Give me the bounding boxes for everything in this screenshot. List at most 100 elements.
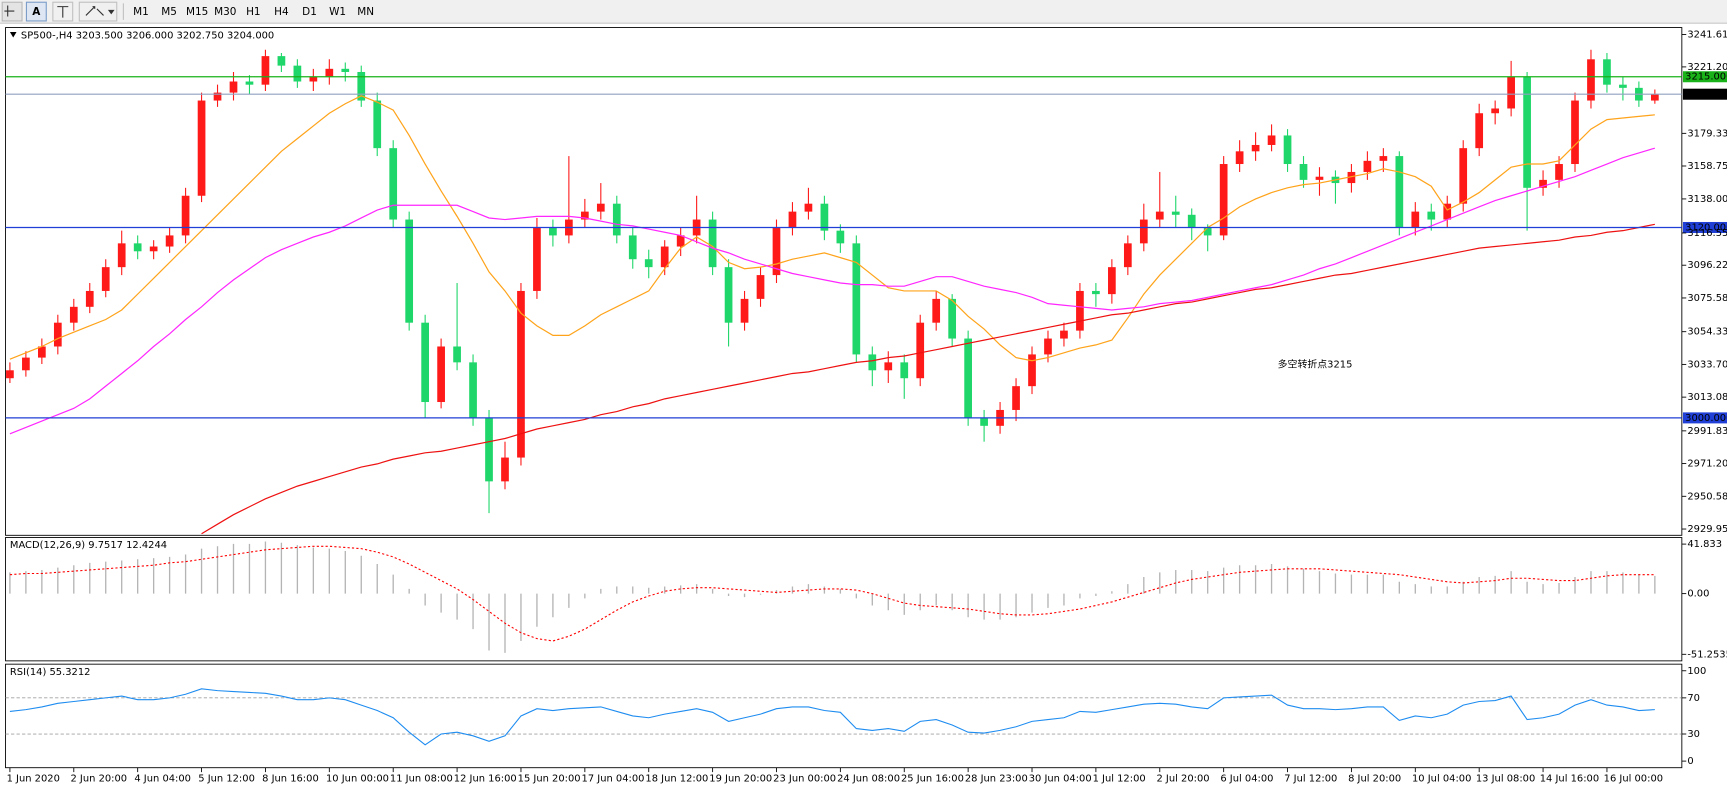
x-tick-label: 1 Jun 2020 xyxy=(7,774,60,785)
font-button[interactable] xyxy=(25,1,47,22)
plot-area xyxy=(9,541,1656,653)
text-icon xyxy=(57,6,69,18)
candle-body xyxy=(1267,135,1276,145)
candle-body xyxy=(708,219,717,268)
timeframe-button[interactable] xyxy=(127,3,155,20)
candle-body xyxy=(533,227,541,291)
candle-body xyxy=(628,235,637,260)
font-button-label: A xyxy=(32,6,41,18)
candle-body xyxy=(1012,386,1020,410)
candle-body xyxy=(1363,160,1372,172)
timeframe-label: W1 xyxy=(329,6,346,18)
timeframe-button[interactable] xyxy=(352,3,379,20)
candle-body xyxy=(213,92,222,101)
level-label-box xyxy=(1682,88,1727,100)
rsi-title: RSI(14) 55.3212 xyxy=(10,667,91,678)
arrows-icon xyxy=(85,6,104,16)
x-tick-label: 13 Jul 08:00 xyxy=(1476,774,1535,785)
candle-body xyxy=(660,246,669,268)
candle-body xyxy=(1076,290,1084,331)
timeframe-button[interactable] xyxy=(324,3,351,20)
candle-body xyxy=(916,322,925,379)
timeframe-label: M1 xyxy=(133,6,149,18)
timeframe-label: D1 xyxy=(302,6,317,18)
crosshair-icon xyxy=(4,5,15,17)
candle-body xyxy=(1092,290,1100,295)
timeframe-label: MN xyxy=(357,6,374,18)
candle-body xyxy=(149,246,158,252)
candle-body xyxy=(69,306,78,323)
candle-body xyxy=(884,362,893,371)
x-tick-label: 5 Jun 12:00 xyxy=(198,774,255,785)
candle-body xyxy=(676,235,685,247)
x-tick-label: 1 Jul 12:00 xyxy=(1093,774,1146,785)
candle-body xyxy=(549,227,557,236)
x-tick-label: 25 Jun 16:00 xyxy=(901,774,964,785)
arrows-button[interactable] xyxy=(78,1,118,22)
candle-body xyxy=(1411,211,1420,228)
candle-body xyxy=(1427,211,1436,220)
timeframe-button[interactable] xyxy=(212,3,239,20)
candle-body xyxy=(1203,227,1212,236)
candle-body xyxy=(1299,164,1308,180)
y-tick-label: 70 xyxy=(1687,693,1700,704)
candle-body xyxy=(1379,156,1388,161)
candle-body xyxy=(932,298,941,323)
y-tick-label: 100 xyxy=(1687,666,1706,677)
candle-body xyxy=(373,100,382,149)
candle-body xyxy=(357,71,366,101)
candle-body xyxy=(1619,84,1627,88)
candle-body xyxy=(1235,151,1244,165)
timeframe-label: M15 xyxy=(186,6,208,18)
timeframe-button[interactable] xyxy=(296,3,323,20)
candle-body xyxy=(1539,179,1547,188)
timeframe-label: H1 xyxy=(246,6,261,18)
candle-body xyxy=(165,235,174,247)
timeframe-label: M30 xyxy=(214,6,236,18)
level-label-box xyxy=(1682,71,1727,83)
timeframe-button[interactable] xyxy=(240,3,267,20)
plot-area xyxy=(5,688,1682,746)
x-tick-label: 18 Jun 12:00 xyxy=(645,774,708,785)
y-tick-label: 3179.330 xyxy=(1687,128,1727,139)
level-label: 3000.000 xyxy=(1685,413,1727,424)
candle-body xyxy=(1251,144,1260,152)
annotation: 多空转折点3215 xyxy=(1278,358,1353,371)
candle-body xyxy=(325,68,334,77)
candle-body xyxy=(724,267,733,323)
candle-body xyxy=(437,346,445,403)
x-tick-label: 12 Jun 16:00 xyxy=(454,774,517,785)
candle-body xyxy=(133,243,142,252)
x-tick-label: 6 Jul 04:00 xyxy=(1220,774,1273,785)
x-tick-label: 17 Jun 04:00 xyxy=(582,774,645,785)
candle-body xyxy=(836,230,845,244)
x-tick-label: 10 Jun 00:00 xyxy=(326,774,389,785)
title-icon xyxy=(9,31,17,38)
candle-body xyxy=(421,322,429,403)
timeframe-button[interactable] xyxy=(268,3,295,20)
panel-frame xyxy=(5,537,1683,662)
candle-body xyxy=(1347,171,1356,184)
panel-frame xyxy=(5,663,1683,769)
y-tick-label: 2929.955 xyxy=(1687,524,1727,535)
candle-body xyxy=(900,362,909,379)
candle-body xyxy=(948,298,957,339)
candle-body xyxy=(964,338,972,418)
timeframe-button[interactable] xyxy=(183,3,211,20)
candle-body xyxy=(852,243,861,355)
timeframe-button[interactable] xyxy=(155,3,183,20)
moving-average xyxy=(9,95,1655,362)
candle-body xyxy=(309,76,318,82)
y-tick-label: -51.2535 xyxy=(1687,649,1727,660)
candle-body xyxy=(277,56,286,66)
candle-body xyxy=(453,346,461,363)
candle-body xyxy=(1283,135,1292,165)
candle-body xyxy=(1491,108,1500,114)
x-tick-label: 28 Jun 23:00 xyxy=(965,774,1028,785)
x-tick-label: 24 Jun 08:00 xyxy=(837,774,900,785)
candle-body xyxy=(788,211,797,228)
y-tick-label: 41.833 xyxy=(1687,539,1722,550)
